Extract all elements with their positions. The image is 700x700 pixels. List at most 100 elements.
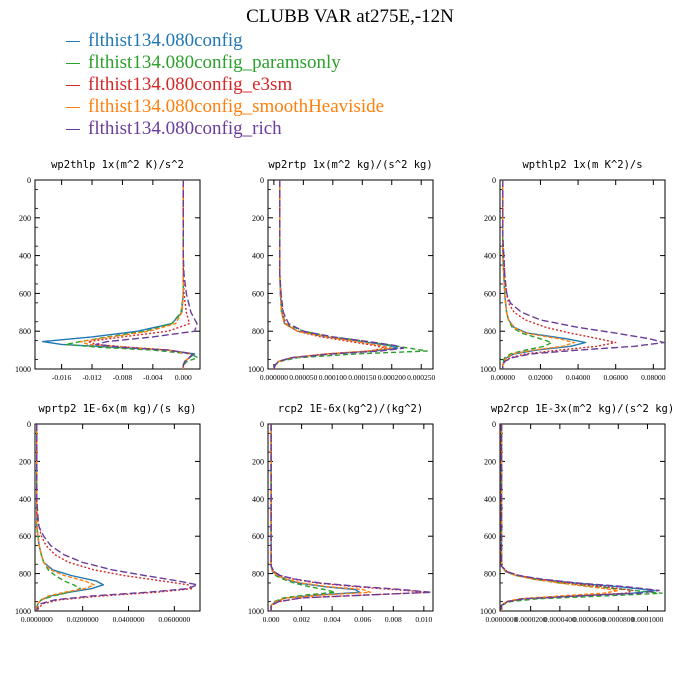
y-tick-label: 1000 <box>15 365 31 374</box>
legend-label: flthist134.080config <box>88 30 243 51</box>
y-tick-label: 0 <box>492 176 496 185</box>
x-tick-label: 0.000200 <box>378 373 406 382</box>
legend-label: flthist134.080config_e3sm <box>88 74 293 95</box>
panel: rcp2 1E-6x(kg^2)/(kg^2) 0 200 400 600 800 1000… <box>248 403 434 624</box>
series-line <box>500 424 660 611</box>
legend-label: flthist134.080config_rich <box>88 118 282 139</box>
x-tick-label: 0.00000 <box>491 373 516 382</box>
y-tick-label: 200 <box>484 214 496 223</box>
y-tick-label: 400 <box>484 252 496 261</box>
panel: wp2thlp 1x(m^2 K)/s^2 0 200 400 600 800 1000 -0… <box>15 159 201 382</box>
series-line <box>36 424 105 611</box>
x-tick-label: 0.000100 <box>319 373 347 382</box>
series-line <box>502 180 617 369</box>
y-tick-label: 200 <box>19 214 31 223</box>
panel-title: wp2thlp 1x(m^2 K)/s^2 <box>51 159 184 171</box>
y-tick-label: 600 <box>19 532 31 541</box>
x-tick-label: 0.08000 <box>641 373 666 382</box>
legend-item: flthist134.080config <box>66 30 384 52</box>
x-tick-label: 0.000 <box>175 373 192 382</box>
series-line <box>273 180 399 369</box>
y-tick-label: 200 <box>252 457 264 466</box>
legend-swatch <box>66 85 80 87</box>
x-tick-label: 0.0000000 <box>21 615 53 624</box>
y-tick-label: 600 <box>252 532 264 541</box>
series-line <box>502 180 575 369</box>
panel-title: wprtp2 1E-6x(m kg)/(s kg) <box>38 403 196 415</box>
series-line <box>87 180 194 369</box>
legend-item: flthist134.080config_smoothHeaviside <box>66 96 384 118</box>
series-line <box>270 424 430 611</box>
x-tick-label: 0.0000200 <box>515 615 547 624</box>
plot-frame <box>267 423 434 612</box>
y-tick-label: 400 <box>484 495 496 504</box>
plot-frame <box>267 179 434 370</box>
panel: wpthlp2 1x(m K^2)/s 0 200 400 600 800 10000.00… <box>480 159 666 382</box>
x-tick-label: 0.0000400 <box>544 615 576 624</box>
x-tick-label: 0.02000 <box>528 373 553 382</box>
y-tick-label: 0 <box>260 420 264 429</box>
x-tick-label: 0.000 <box>263 615 280 624</box>
legend-swatch <box>66 63 80 65</box>
plot-frame <box>499 423 666 612</box>
x-tick-label: -0.004 <box>143 373 163 382</box>
x-tick-label: -0.016 <box>52 373 72 382</box>
y-tick-label: 600 <box>484 289 496 298</box>
x-tick-label: 0.008 <box>385 615 402 624</box>
panel-title: wp2rcp 1E-3x(m^2 kg)/(s^2 kg) <box>491 403 674 415</box>
panel: wp2rcp 1E-3x(m^2 kg)/(s^2 kg) 0 200 400 600 8… <box>480 403 674 624</box>
y-tick-label: 1000 <box>480 365 496 374</box>
series-line <box>36 424 199 611</box>
x-tick-label: 0.006 <box>354 615 371 624</box>
x-tick-label: 0.0600000 <box>158 615 190 624</box>
series-line <box>502 180 665 369</box>
y-tick-label: 200 <box>19 457 31 466</box>
series-line <box>79 180 194 369</box>
y-tick-label: 1000 <box>248 607 264 616</box>
legend-label: flthist134.080config_paramsonly <box>88 52 341 73</box>
panel: wprtp2 1E-6x(m kg)/(s kg) 0 200 400 600 800 10… <box>15 403 201 624</box>
x-tick-label: -0.012 <box>82 373 102 382</box>
series-line <box>273 180 387 369</box>
panel-title: wp2rtp 1x(m^2 kg)/(s^2 kg) <box>268 159 432 171</box>
y-tick-label: 400 <box>19 495 31 504</box>
x-tick-label: -0.008 <box>113 373 133 382</box>
x-tick-label: 0.0000000 <box>486 615 518 624</box>
plot-frame <box>34 423 201 612</box>
y-tick-label: 600 <box>484 532 496 541</box>
series-line <box>36 424 95 611</box>
series-line <box>36 424 194 611</box>
x-tick-label: 0.000250 <box>407 373 435 382</box>
x-tick-label: 0.010 <box>415 615 432 624</box>
y-tick-label: 400 <box>252 495 264 504</box>
x-tick-label: 0.0000800 <box>602 615 634 624</box>
x-tick-label: 0.004 <box>324 615 341 624</box>
series-line <box>95 180 198 369</box>
x-tick-label: 0.06000 <box>604 373 629 382</box>
legend-item: flthist134.080config_rich <box>66 118 384 140</box>
y-tick-label: 200 <box>252 214 264 223</box>
x-tick-label: 0.002 <box>293 615 310 624</box>
x-tick-label: 0.0200000 <box>67 615 99 624</box>
plot-frame <box>499 179 666 370</box>
y-tick-label: 0 <box>27 420 31 429</box>
panel: wp2rtp 1x(m^2 kg)/(s^2 kg) 0 200 400 600 800 1… <box>248 159 436 382</box>
y-tick-label: 1000 <box>480 607 496 616</box>
y-tick-label: 800 <box>252 327 264 336</box>
legend-swatch <box>66 41 80 43</box>
y-tick-label: 800 <box>484 327 496 336</box>
series-line <box>36 424 82 611</box>
figure-title: CLUBB VAR at275E,-12N <box>246 6 454 27</box>
y-tick-label: 0 <box>492 420 496 429</box>
series-line <box>273 180 393 369</box>
y-tick-label: 400 <box>252 252 264 261</box>
series-line <box>270 424 433 611</box>
y-tick-label: 800 <box>252 570 264 579</box>
panel-title: wpthlp2 1x(m K^2)/s <box>522 159 642 171</box>
panel-title: rcp2 1E-6x(kg^2)/(kg^2) <box>278 403 423 415</box>
plot-frame <box>34 179 201 370</box>
x-tick-label: 0.0000600 <box>573 615 605 624</box>
y-tick-label: 600 <box>252 289 264 298</box>
x-tick-label: 0.000000 <box>260 373 288 382</box>
y-tick-label: 0 <box>27 176 31 185</box>
